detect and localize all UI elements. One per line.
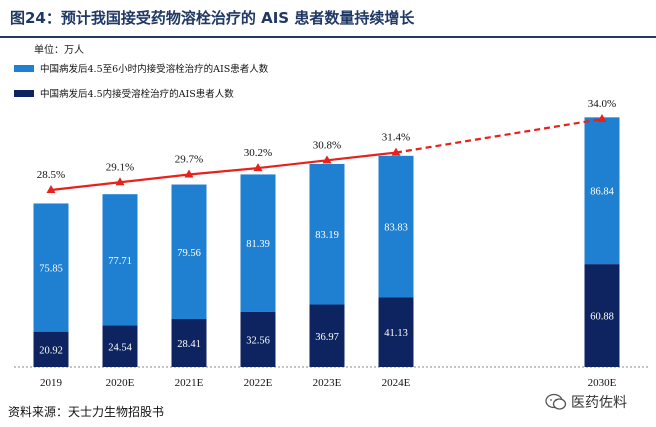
rate-marker: [597, 114, 607, 123]
rate-marker: [115, 177, 125, 186]
data-label-4-5-to-6h: 79.56: [177, 248, 201, 259]
rate-label: 30.8%: [313, 139, 341, 151]
bar-within-4-5h-2022E: [240, 311, 276, 367]
legend-item-4-5-to-6h: 中国病发后4.5至6小时内接受溶栓治疗的AIS患者人数: [14, 61, 268, 75]
rate-label: 29.1%: [106, 161, 134, 173]
data-label-4-5-to-6h: 83.19: [315, 230, 339, 241]
rate-line-segment: [257, 159, 328, 170]
data-label-4-5-to-6h: 81.39: [246, 239, 270, 250]
rate-marker: [391, 147, 401, 156]
x-tick-label: 2022E: [244, 377, 273, 389]
watermark-text: 医药佐料: [571, 395, 627, 411]
bar-4-5-to-6h-2021E: [171, 184, 207, 319]
bar-within-4-5h-2030E: [584, 264, 620, 367]
rate-line-segment: [326, 151, 397, 162]
data-label-within-4-5h: 28.41: [177, 339, 201, 350]
rate-line-projected-segment: [395, 117, 603, 154]
x-tick-label: 2023E: [313, 377, 342, 389]
data-label-within-4-5h: 41.13: [384, 328, 408, 339]
bar-within-4-5h-2019: [33, 331, 69, 367]
rate-marker: [46, 185, 56, 193]
rate-marker: [184, 169, 194, 178]
bar-4-5-to-6h-2022E: [240, 174, 276, 312]
bar-4-5-to-6h-2024E: [378, 155, 414, 298]
bar-within-4-5h-2020E: [102, 325, 138, 367]
rate-label: 30.2%: [244, 147, 272, 159]
data-label-4-5-to-6h: 77.71: [108, 256, 132, 267]
data-label-within-4-5h: 60.88: [590, 312, 614, 323]
rate-label: 34.0%: [588, 98, 616, 110]
x-tick-label: 2021E: [175, 377, 204, 389]
data-label-within-4-5h: 20.92: [39, 345, 63, 356]
data-label-4-5-to-6h: 86.84: [590, 187, 614, 198]
rate-marker: [322, 155, 332, 164]
rate-line-segment: [50, 181, 121, 192]
data-label-within-4-5h: 32.56: [246, 335, 270, 346]
data-label-within-4-5h: 24.54: [108, 342, 132, 353]
legend-swatch-light: [14, 64, 34, 72]
bar-within-4-5h-2023E: [309, 304, 345, 367]
title-bar: 图24：预计我国接受药物溶栓治疗的 AIS 患者数量持续增长: [0, 0, 656, 38]
rate-label: 29.7%: [175, 154, 203, 166]
rate-line-segment: [119, 173, 190, 184]
bar-4-5-to-6h-2019: [33, 203, 69, 332]
legend-label-within-4-5h: 中国病发后4.5内接受溶栓治疗的AIS患者人数: [40, 89, 234, 100]
legend-item-within-4-5h: 中国病发后4.5内接受溶栓治疗的AIS患者人数: [14, 86, 234, 100]
bar-4-5-to-6h-2030E: [584, 117, 620, 265]
legend-swatch-dark: [14, 89, 34, 97]
data-label-4-5-to-6h: 83.83: [384, 223, 408, 234]
wechat-icon: [545, 393, 567, 410]
rate-label: 31.4%: [382, 132, 410, 144]
legend-label-4-5-to-6h: 中国病发后4.5至6小时内接受溶栓治疗的AIS患者人数: [40, 64, 269, 75]
rate-label: 28.5%: [37, 169, 65, 181]
source-note: 资料来源：天士力生物招股书: [8, 405, 165, 419]
bar-4-5-to-6h-2023E: [309, 163, 345, 305]
x-tick-label: 2020E: [106, 377, 135, 389]
rate-line-segment: [188, 166, 259, 176]
x-tick-label: 2030E: [588, 377, 617, 389]
figure-title: 图24：预计我国接受药物溶栓治疗的 AIS 患者数量持续增长: [10, 9, 415, 27]
rate-marker: [253, 163, 263, 172]
x-tick-label: 2024E: [382, 377, 411, 389]
data-label-within-4-5h: 36.97: [315, 332, 339, 343]
bar-within-4-5h-2021E: [171, 318, 207, 367]
unit-label: 单位：万人: [34, 45, 84, 56]
bar-within-4-5h-2024E: [378, 297, 414, 367]
bar-4-5-to-6h-2020E: [102, 194, 138, 326]
x-tick-label: 2019: [40, 377, 63, 389]
watermark: 医药佐料: [545, 392, 627, 412]
data-label-4-5-to-6h: 75.85: [39, 264, 63, 275]
